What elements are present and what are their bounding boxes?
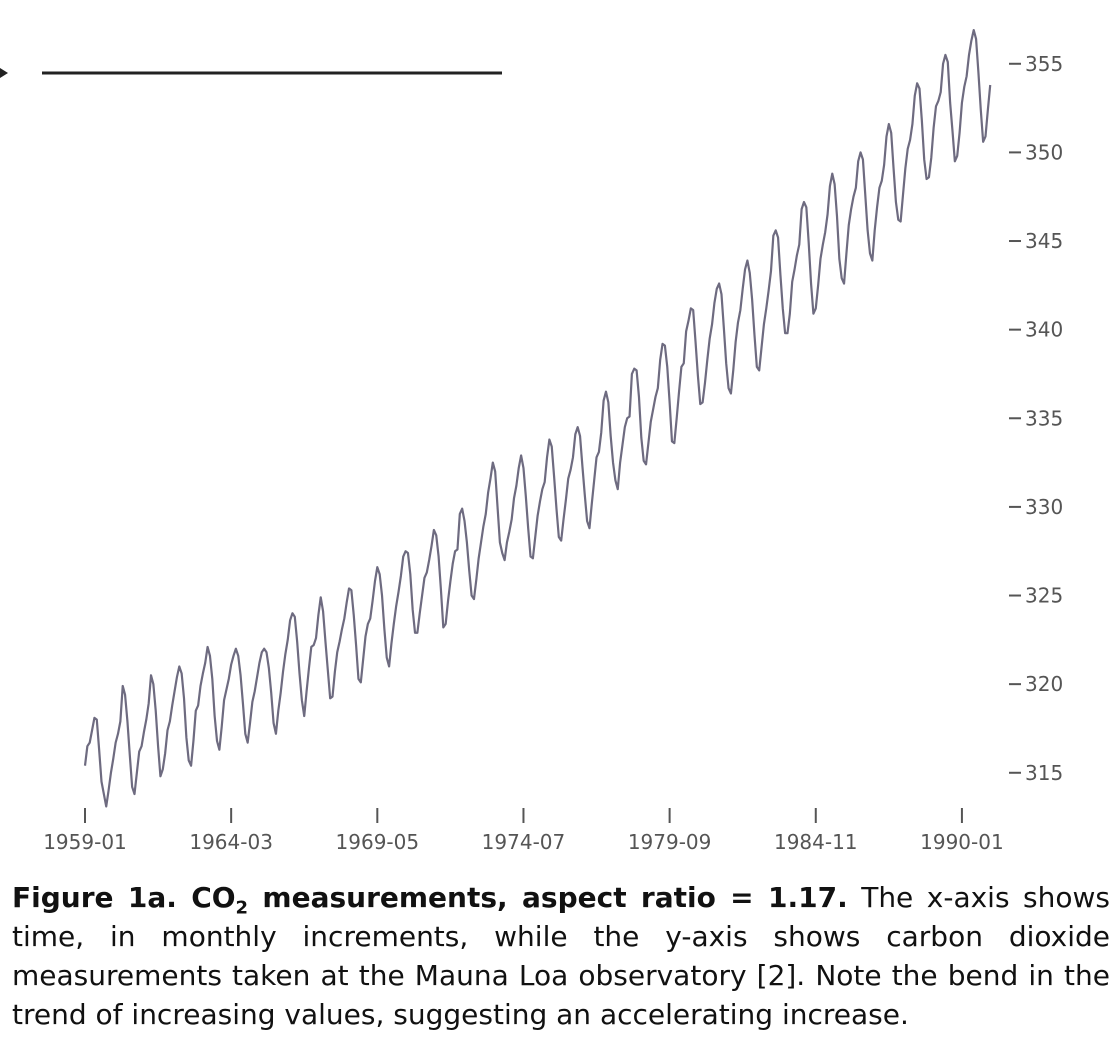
y-tick-label: 350 [1025,140,1063,164]
x-tick-label: 1974-07 [482,830,566,854]
y-tick-label: 340 [1025,318,1063,342]
y-tick-label: 330 [1025,495,1063,519]
y-tick-label: 355 [1025,52,1063,76]
legend-arrow-icon [0,68,8,78]
y-tick-label: 345 [1025,229,1063,253]
y-tick-label: 325 [1025,584,1063,608]
co2-series-line [83,28,992,808]
x-tick-label: 1984-11 [774,830,858,854]
x-tick-label: 1969-05 [336,830,420,854]
figure-caption: Figure 1a. CO2 measurements, aspect rati… [12,878,1110,1034]
y-tick-label: 315 [1025,761,1063,785]
co2-line-chart: 1959-01 1964-03 1969-05 1974-07 1979-09 1984-… [0,28,1063,854]
caption-body: The x-axis shows time, in monthly increm… [12,881,1110,1031]
x-axis: 1959-01 1964-03 1969-05 1974-07 1979-09 1984-… [43,808,1004,854]
caption-title: Figure 1a. CO2 measurements, aspect rati… [12,881,848,919]
x-tick-label: 1964-03 [189,830,273,854]
y-tick-label: 335 [1025,406,1063,430]
x-tick-label: 1990-01 [920,830,1004,854]
y-tick-label: 320 [1025,672,1063,696]
legend-marker [0,68,502,78]
y-axis: 315 320 325 330 335 340 345 350 355 [1009,52,1063,785]
x-tick-label: 1979-09 [628,830,712,854]
x-tick-label: 1959-01 [43,830,127,854]
